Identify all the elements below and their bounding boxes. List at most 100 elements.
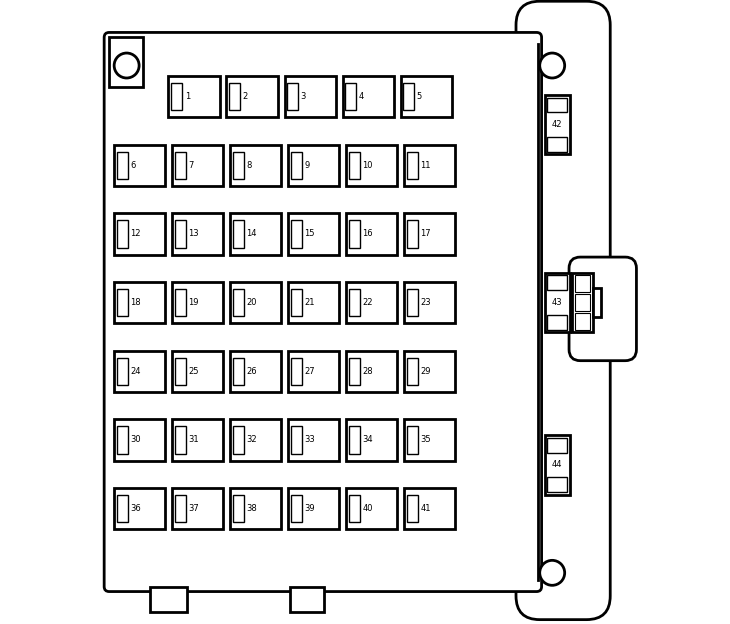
Bar [174, 426, 186, 454]
Bar [169, 76, 220, 117]
Bar [545, 273, 569, 332]
Text: 19: 19 [188, 298, 199, 307]
Bar [288, 145, 339, 186]
Bar [110, 37, 144, 87]
Bar [404, 351, 456, 392]
Text: 37: 37 [188, 504, 199, 513]
Bar [349, 426, 360, 454]
Bar [229, 83, 240, 110]
Circle shape [114, 53, 139, 78]
Text: 34: 34 [363, 436, 373, 444]
Bar [172, 488, 223, 529]
Text: 29: 29 [420, 367, 431, 376]
Text: 24: 24 [131, 367, 141, 376]
Text: 7: 7 [188, 161, 193, 170]
Bar [349, 495, 360, 522]
Bar [172, 145, 223, 186]
Text: 12: 12 [131, 230, 141, 238]
Bar [117, 358, 128, 385]
Bar [548, 97, 567, 112]
Bar [114, 282, 165, 323]
Text: 36: 36 [131, 504, 141, 513]
Bar [346, 419, 397, 461]
Bar [171, 83, 182, 110]
Bar [575, 276, 590, 292]
Bar [233, 289, 244, 316]
Bar [287, 83, 299, 110]
Bar [230, 213, 281, 255]
Bar [117, 220, 128, 248]
Text: 16: 16 [363, 230, 373, 238]
Bar [407, 358, 418, 385]
Text: 5: 5 [417, 92, 422, 101]
Bar [407, 220, 418, 248]
Bar [172, 351, 223, 392]
Bar [230, 488, 281, 529]
Bar [114, 213, 165, 255]
Bar [117, 289, 128, 316]
Circle shape [539, 53, 565, 78]
Bar [349, 152, 360, 179]
Bar [172, 282, 223, 323]
Text: 18: 18 [131, 298, 141, 307]
Text: 1: 1 [185, 92, 190, 101]
Bar [174, 220, 186, 248]
Text: 31: 31 [188, 436, 199, 444]
Bar [291, 220, 302, 248]
Text: 8: 8 [247, 161, 252, 170]
Bar [548, 438, 567, 452]
Bar [407, 152, 418, 179]
Bar [114, 145, 165, 186]
FancyBboxPatch shape [104, 32, 542, 592]
Text: 38: 38 [247, 504, 257, 513]
Bar [117, 495, 128, 522]
Bar [150, 587, 187, 612]
Bar [230, 145, 281, 186]
Bar [346, 282, 397, 323]
Text: 33: 33 [304, 436, 315, 444]
Text: 20: 20 [247, 298, 257, 307]
Bar [172, 419, 223, 461]
Bar [117, 426, 128, 454]
Bar [349, 220, 360, 248]
Text: 17: 17 [420, 230, 431, 238]
Bar [548, 276, 567, 290]
Text: 3: 3 [301, 92, 306, 101]
Bar [233, 152, 244, 179]
Circle shape [539, 560, 565, 585]
Bar [291, 495, 302, 522]
Bar [349, 358, 360, 385]
Bar [117, 152, 128, 179]
Text: 6: 6 [131, 161, 136, 170]
Bar [401, 76, 452, 117]
Text: 2: 2 [242, 92, 248, 101]
Text: 15: 15 [304, 230, 315, 238]
Text: 23: 23 [420, 298, 431, 307]
Text: 43: 43 [552, 298, 563, 307]
Text: 39: 39 [304, 504, 315, 513]
Text: 21: 21 [304, 298, 315, 307]
Bar [230, 351, 281, 392]
Bar [404, 282, 456, 323]
Text: 4: 4 [358, 92, 364, 101]
Bar [403, 83, 415, 110]
Text: 27: 27 [304, 367, 315, 376]
Text: 25: 25 [188, 367, 199, 376]
Bar [342, 76, 393, 117]
Bar [575, 313, 590, 329]
Bar [233, 358, 244, 385]
Bar [545, 436, 569, 494]
Bar [345, 83, 356, 110]
Bar [174, 495, 186, 522]
Bar [174, 358, 186, 385]
Text: 42: 42 [552, 120, 562, 129]
Bar [285, 76, 336, 117]
Bar [404, 145, 456, 186]
Text: 13: 13 [188, 230, 199, 238]
Bar [548, 477, 567, 492]
Bar [233, 220, 244, 248]
Bar [114, 419, 165, 461]
Bar [407, 289, 418, 316]
Bar [288, 282, 339, 323]
Text: 28: 28 [363, 367, 373, 376]
